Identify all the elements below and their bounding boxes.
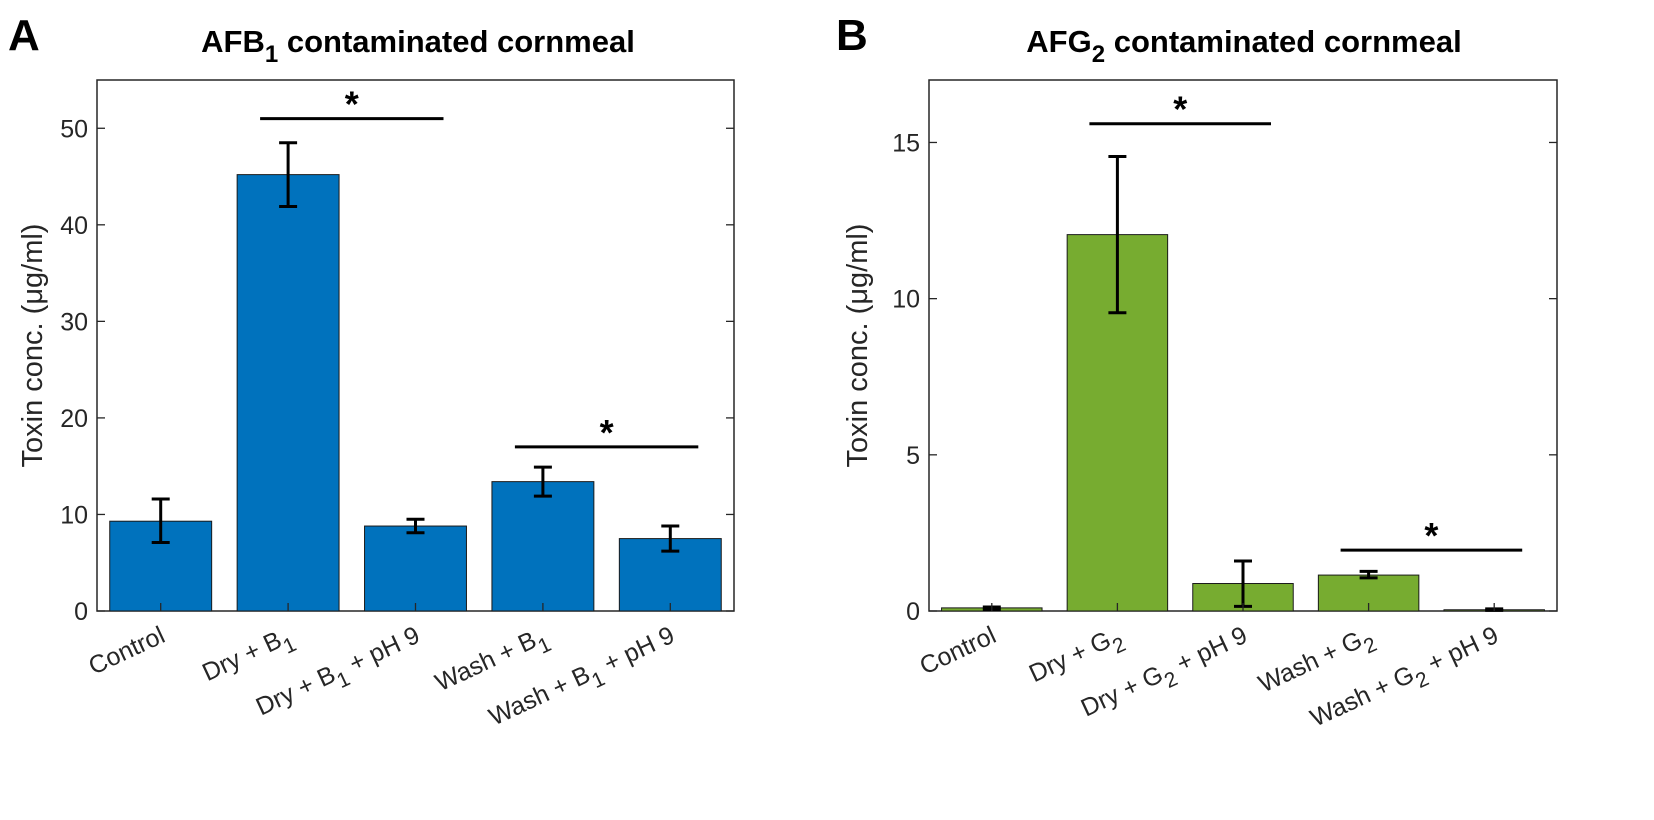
x-tick-label-rest: + pH 9 — [1166, 621, 1252, 681]
chart-title-main: AFB — [201, 24, 265, 59]
y-tick-label: 20 — [60, 405, 88, 433]
significance-star: * — [1173, 89, 1187, 130]
x-tick-label-rest: + pH 9 — [593, 621, 679, 681]
y-tick-label: 40 — [60, 212, 88, 240]
chart-title-rest: contaminated cornmeal — [278, 24, 635, 59]
y-tick-label: 50 — [60, 115, 88, 143]
chart-title: AFG2 contaminated cornmeal — [1026, 24, 1461, 68]
x-tick-label-subscript: 2 — [1109, 633, 1129, 659]
y-tick-label: 10 — [892, 286, 920, 314]
bar — [491, 481, 595, 612]
y-tick-label: 30 — [60, 308, 88, 336]
chart-title-subscript: 1 — [265, 41, 278, 68]
x-tick-label-subscript: 1 — [280, 633, 300, 659]
x-tick-label-rest: + pH 9 — [339, 621, 425, 681]
x-tick-label-main: Control — [915, 621, 1000, 680]
y-tick-label: 5 — [906, 442, 920, 470]
y-tick-label: 0 — [74, 598, 88, 626]
y-tick-label: 15 — [892, 129, 920, 157]
bar — [364, 525, 467, 612]
chart-title: AFB1 contaminated cornmeal — [201, 24, 635, 68]
chart-title-rest: contaminated cornmeal — [1105, 24, 1462, 59]
significance-star: * — [345, 84, 359, 125]
y-axis-label: Toxin conc. (μg/ml) — [17, 224, 49, 468]
panel-letter: A — [8, 11, 40, 60]
x-tick-label-main: Dry + B — [198, 626, 286, 687]
y-tick-label: 0 — [906, 598, 920, 626]
x-tick-label-main: Control — [84, 621, 169, 680]
significance-star: * — [600, 412, 614, 453]
x-tick-label-main: Dry + B — [252, 660, 340, 721]
panel-letter: B — [836, 11, 868, 60]
chart-panel-a: A AFB1 contaminated cornmeal01020304050To… — [8, 11, 735, 731]
chart-title-subscript: 2 — [1092, 41, 1105, 68]
y-tick-label: 10 — [60, 501, 88, 529]
chart-title-main: AFG — [1026, 24, 1091, 59]
x-tick-label-main: Wash + B — [485, 660, 595, 731]
significance-star: * — [1424, 515, 1438, 556]
x-tick-label-main: Wash + B — [431, 626, 541, 697]
y-axis-label: Toxin conc. (μg/ml) — [842, 224, 874, 468]
bar — [236, 174, 340, 612]
plot-area — [928, 79, 1558, 612]
x-tick-label-subscript: 2 — [1360, 633, 1380, 659]
x-tick-label: Control — [915, 621, 1000, 680]
x-tick-label-main: Dry + G — [1077, 660, 1168, 722]
x-tick-label-subscript: 1 — [535, 633, 555, 659]
x-tick-label-rest: + pH 9 — [1417, 621, 1503, 681]
x-tick-label: Control — [84, 621, 169, 680]
x-tick-label-main: Dry + G — [1025, 626, 1116, 688]
